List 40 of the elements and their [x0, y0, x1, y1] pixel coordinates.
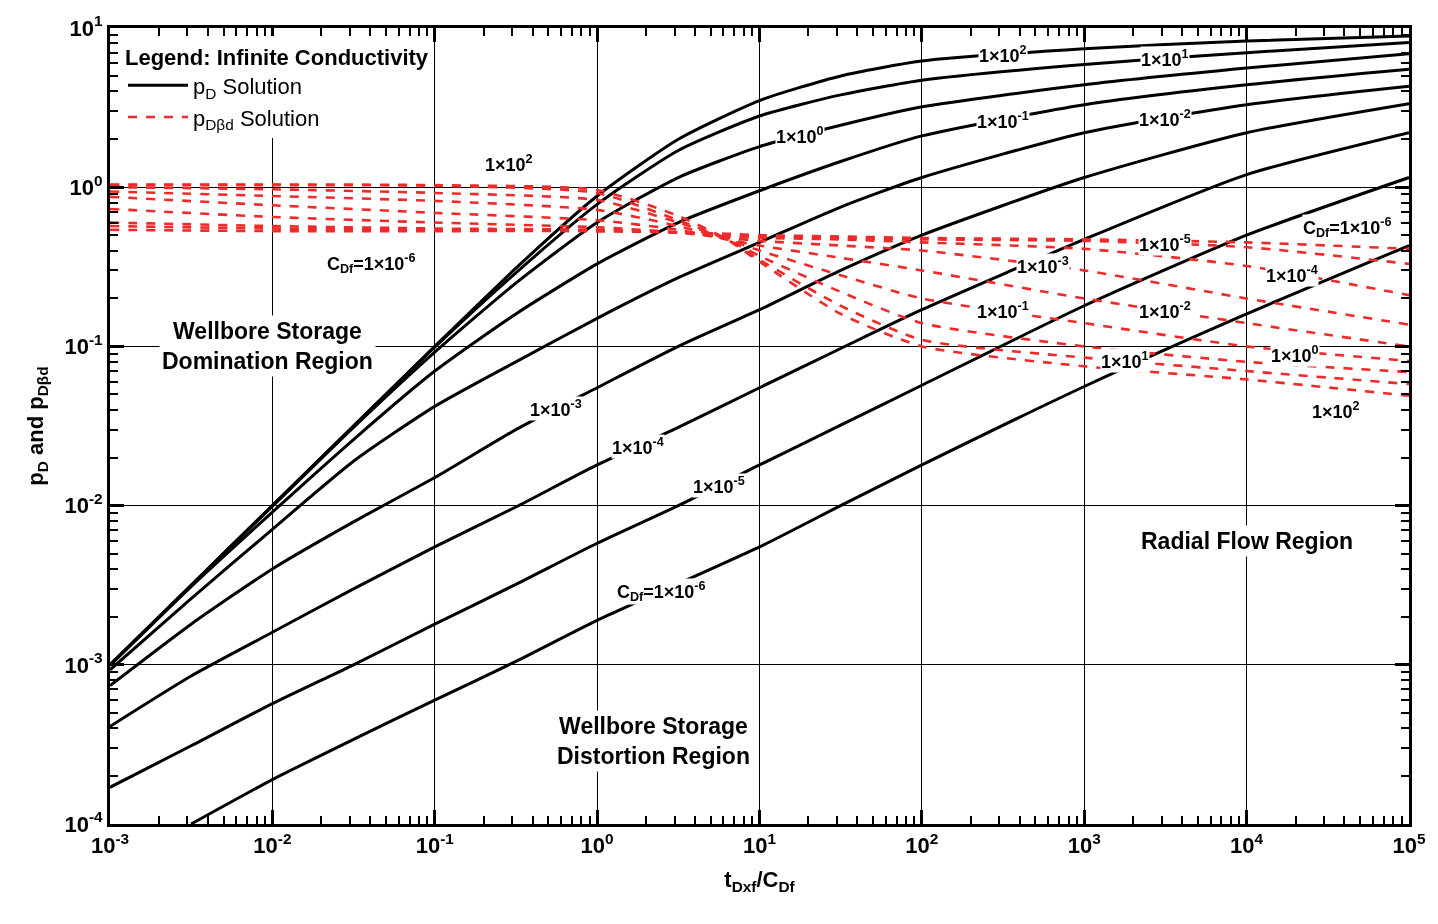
annotation: 1×10$^{2}$: [979, 43, 1027, 66]
annotation: C$_{Df}$=1×10$^{-6}$: [327, 251, 416, 277]
annotation: 1×10$^{0}$: [776, 124, 824, 147]
legend-title: Legend: Infinite Conductivity: [124, 44, 429, 70]
y-tick-label: 10$^{-1}$: [64, 330, 104, 360]
annotation: 1×10$^{-3}$: [530, 397, 582, 420]
x-tick-label: 10$^{1}$: [742, 830, 777, 859]
annotation: C$_{Df}$=1×10$^{-6}$: [617, 579, 706, 605]
annotation: 1×10$^{-4}$: [1266, 263, 1318, 286]
legend-label: p$_{Dβd}$ Solution: [192, 105, 320, 134]
y-tick-label: 10$^{1}$: [69, 12, 104, 41]
annotation: 1×10$^{-5}$: [1139, 232, 1191, 255]
annotation: 1×10$^{2}$: [1312, 399, 1360, 422]
annotation: 1×10$^{-1}$: [977, 109, 1029, 132]
annotation: Wellbore Storage Distortion Region: [557, 713, 750, 769]
annotation: 1×10$^{-3}$: [1017, 254, 1069, 277]
y-tick-label: 10$^{0}$: [69, 171, 103, 200]
annotation: 1×10$^{2}$: [485, 152, 533, 175]
x-tick-label: 10$^{4}$: [1230, 830, 1264, 859]
annotation: 1×10$^{-2}$: [1139, 299, 1191, 322]
annotation: 1×10$^{0}$: [1271, 343, 1319, 366]
legend-label: p$_{D}$ Solution: [192, 73, 302, 102]
x-tick-label: 10$^{-2}$: [253, 830, 292, 859]
x-tick-label: 10$^{5}$: [1392, 830, 1426, 859]
annotation: Radial Flow Region: [1141, 528, 1354, 554]
annotation: 1×10$^{-1}$: [977, 299, 1029, 322]
annotation: C$_{Df}$=1×10$^{-6}$: [1303, 215, 1392, 241]
x-tick-label: 10$^{0}$: [580, 830, 614, 859]
annotation: 1×10$^{-2}$: [1139, 107, 1191, 130]
annotation: 1×10$^{-5}$: [693, 474, 745, 497]
x-tick-label: 10$^{2}$: [905, 830, 939, 859]
annotation: 1×10$^{1}$: [1101, 349, 1149, 372]
annotation: Wellbore Storage Domination Region: [162, 318, 373, 374]
x-tick-label: 10$^{-1}$: [415, 830, 455, 859]
y-tick-label: 10$^{-2}$: [64, 490, 103, 519]
y-tick-label: 10$^{-3}$: [64, 649, 103, 678]
annotation: 1×10$^{1}$: [1141, 47, 1189, 70]
x-axis-title: t$_{Dxf}$/C$_{Df}$: [724, 867, 796, 895]
x-tick-label: 10$^{3}$: [1067, 830, 1101, 859]
annotation: 1×10$^{-4}$: [612, 435, 664, 458]
